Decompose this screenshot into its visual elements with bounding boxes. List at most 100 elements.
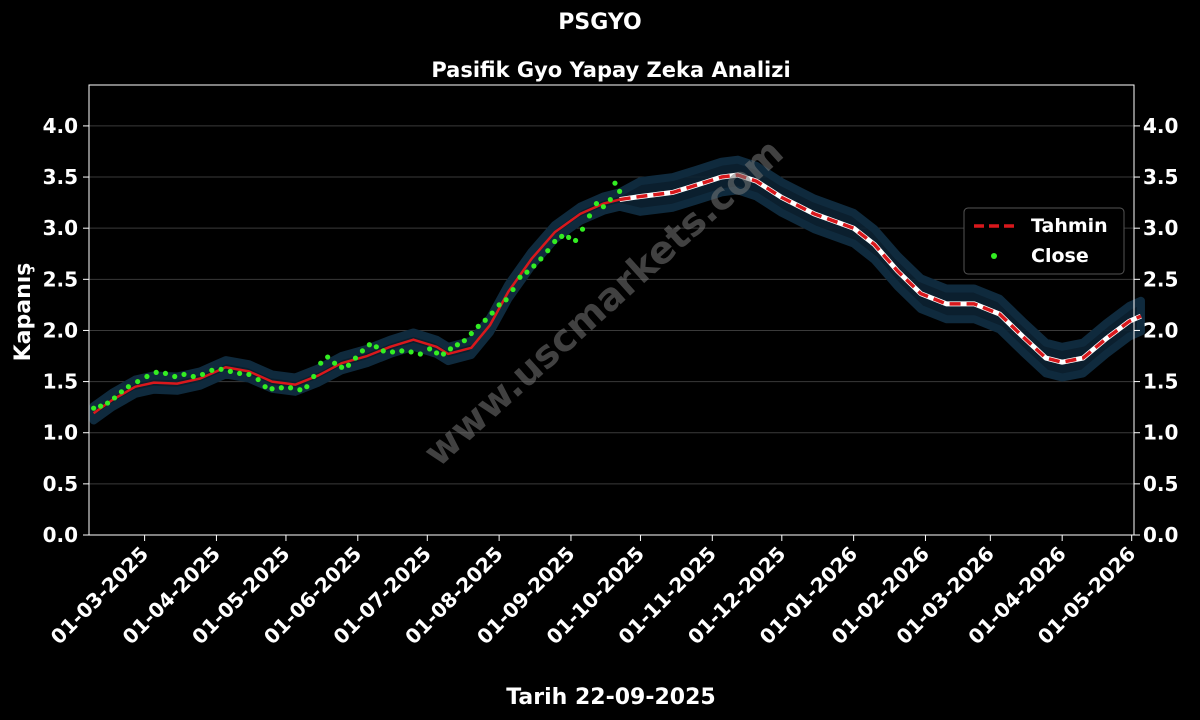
y-tick-label-left: 2.5	[43, 267, 78, 291]
close-point	[332, 360, 338, 366]
close-point	[461, 338, 467, 344]
close-point	[359, 348, 366, 354]
close-point	[373, 344, 379, 350]
y-axis-label: Kapanış	[11, 263, 36, 362]
y-tick-label-right: 3.5	[1143, 165, 1178, 189]
close-point	[454, 342, 461, 348]
y-tick-label-left: 4.0	[43, 114, 78, 138]
close-point	[572, 237, 579, 244]
close-point	[475, 323, 481, 329]
close-point	[144, 373, 150, 380]
close-point	[352, 355, 359, 361]
close-point	[408, 349, 414, 355]
close-point	[104, 400, 111, 406]
close-point	[190, 373, 196, 380]
close-point	[579, 226, 586, 232]
close-point	[440, 351, 447, 357]
close-point	[593, 201, 600, 207]
y-tick-label-left: 1.5	[43, 370, 78, 394]
close-point	[269, 386, 275, 392]
close-point	[135, 378, 141, 385]
forecast-line-future	[619, 173, 1142, 364]
legend-tahmin-label: Tahmin	[1031, 215, 1108, 237]
y-tick-label-right: 0.0	[1143, 523, 1178, 547]
close-point	[325, 354, 331, 360]
close-point	[246, 371, 252, 378]
series-layer	[91, 172, 1142, 415]
close-point	[181, 371, 187, 378]
y-tick-label-right: 1.5	[1143, 370, 1178, 394]
close-point	[297, 387, 303, 393]
close-point	[162, 370, 169, 377]
close-point	[318, 360, 324, 366]
close-point	[209, 367, 215, 373]
close-point	[607, 196, 613, 203]
close-point	[91, 405, 97, 411]
close-point	[510, 286, 516, 293]
legend: Tahmin Close	[963, 207, 1125, 275]
close-point	[552, 238, 558, 245]
y-tick-label-right: 1.0	[1143, 421, 1178, 445]
close-point	[468, 330, 474, 337]
close-point	[489, 310, 495, 316]
close-point	[125, 384, 131, 390]
y-tick-label-right: 3.0	[1143, 216, 1178, 240]
y-tick-label-right: 0.5	[1143, 472, 1178, 496]
close-point	[417, 351, 423, 357]
close-point	[612, 180, 618, 186]
close-point	[433, 350, 440, 356]
close-point	[496, 302, 502, 308]
close-point	[380, 348, 386, 354]
y-tick-label-left: 3.0	[43, 216, 78, 240]
close-point	[262, 384, 268, 390]
y-tick-label-left: 2.0	[43, 318, 78, 342]
legend-close-swatch	[991, 253, 997, 259]
close-point	[311, 373, 317, 380]
close-point	[559, 233, 565, 239]
close-point	[237, 370, 243, 377]
confidence-band	[89, 155, 1145, 425]
forecast-band	[89, 155, 1145, 425]
close-point	[366, 342, 372, 348]
y-tick-label-right: 4.0	[1143, 114, 1178, 138]
close-point	[399, 348, 405, 354]
y-tick-label-right: 2.0	[1143, 318, 1178, 342]
chart-title: PSGYO	[558, 10, 641, 35]
close-point	[111, 395, 118, 401]
close-point	[304, 384, 310, 390]
close-point	[255, 376, 261, 383]
close-point	[427, 346, 433, 352]
close-point	[287, 385, 294, 391]
close-point	[586, 213, 593, 219]
close-point	[278, 385, 284, 391]
chart-subtitle: Pasifik Gyo Yapay Zeka Analizi	[431, 58, 790, 82]
close-point	[538, 256, 544, 262]
close-point	[153, 369, 159, 375]
legend-close-label: Close	[1031, 245, 1089, 267]
close-point	[545, 248, 551, 254]
close-point	[617, 188, 623, 194]
x-axis-label: Tarih 22-09-2025	[506, 685, 715, 710]
close-point	[447, 346, 454, 352]
close-point	[566, 234, 572, 240]
close-point	[199, 371, 206, 378]
y-tick-label-left: 1.0	[43, 421, 78, 445]
close-point	[227, 368, 233, 374]
y-tick-label-left: 0.5	[43, 472, 78, 496]
close-point	[345, 362, 352, 368]
y-tick-label-left: 0.0	[43, 523, 78, 547]
close-point	[600, 204, 606, 210]
close-point	[338, 364, 345, 370]
close-point	[218, 366, 224, 372]
plot-frame	[88, 84, 1135, 536]
close-point	[389, 349, 396, 355]
close-point	[172, 373, 178, 380]
close-point	[531, 263, 537, 269]
close-point	[517, 274, 523, 280]
y-tick-label-right: 2.5	[1143, 267, 1178, 291]
close-point	[503, 297, 509, 303]
close-point	[524, 269, 530, 275]
y-tick-label-left: 3.5	[43, 165, 78, 189]
close-point	[97, 403, 104, 409]
